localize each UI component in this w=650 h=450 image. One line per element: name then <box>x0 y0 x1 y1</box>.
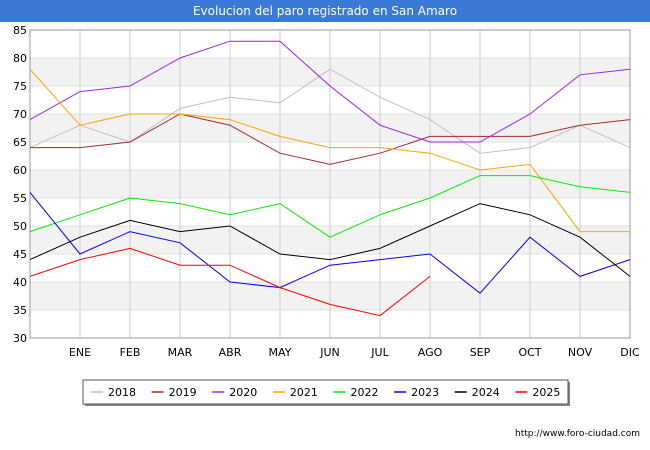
x-tick-label: ABR <box>219 346 242 359</box>
series-line-2024 <box>29 203 631 277</box>
y-tick-label: 60 <box>13 164 27 177</box>
legend-label-2019: 2019 <box>169 386 197 399</box>
x-tick-label: JUN <box>319 346 340 359</box>
x-tick-label: FEB <box>120 346 141 359</box>
x-tick-label: MAR <box>168 346 193 359</box>
series-line-2020 <box>29 40 631 143</box>
legend-label-2020: 2020 <box>229 386 257 399</box>
y-tick-label: 40 <box>13 276 27 289</box>
series-line-2019 <box>30 113 631 165</box>
y-tick-label: 80 <box>13 52 27 65</box>
x-tick-label: OCT <box>518 346 541 359</box>
source-credit: http://www.foro-ciudad.com <box>515 429 640 439</box>
legend-box <box>82 379 569 405</box>
x-tick-label: JUL <box>370 346 389 359</box>
y-tick-label: 35 <box>13 304 27 317</box>
y-tick-label: 85 <box>13 24 27 37</box>
y-tick-label: 70 <box>13 108 27 121</box>
plot-border <box>29 29 631 339</box>
legend-label-2024: 2024 <box>472 386 500 399</box>
x-tick-label: SEP <box>470 346 491 359</box>
y-tick-label: 50 <box>13 220 27 233</box>
x-tick-label: AGO <box>418 346 443 359</box>
series-line-2025 <box>29 247 431 317</box>
legend-label-2018: 2018 <box>108 386 136 399</box>
y-tick-label: 75 <box>13 80 27 93</box>
y-tick-label: 30 <box>13 332 27 345</box>
x-tick-label: NOV <box>568 346 593 359</box>
chart-title: Evolucion del paro registrado en San Ama… <box>0 0 650 22</box>
legend-label-2023: 2023 <box>411 386 439 399</box>
series-line-2021 <box>29 68 630 233</box>
y-tick-label: 65 <box>13 136 27 149</box>
legend-label-2025: 2025 <box>532 386 560 399</box>
series-line-2023 <box>29 192 631 294</box>
y-tick-label: 45 <box>13 248 27 261</box>
x-tick-label: ENE <box>69 346 91 359</box>
legend-label-2022: 2022 <box>351 386 379 399</box>
legend-label-2021: 2021 <box>290 386 318 399</box>
x-tick-label: MAY <box>269 346 292 359</box>
series-line-2022 <box>29 175 631 238</box>
y-tick-label: 55 <box>13 192 27 205</box>
x-tick-label: DIC <box>620 346 640 359</box>
